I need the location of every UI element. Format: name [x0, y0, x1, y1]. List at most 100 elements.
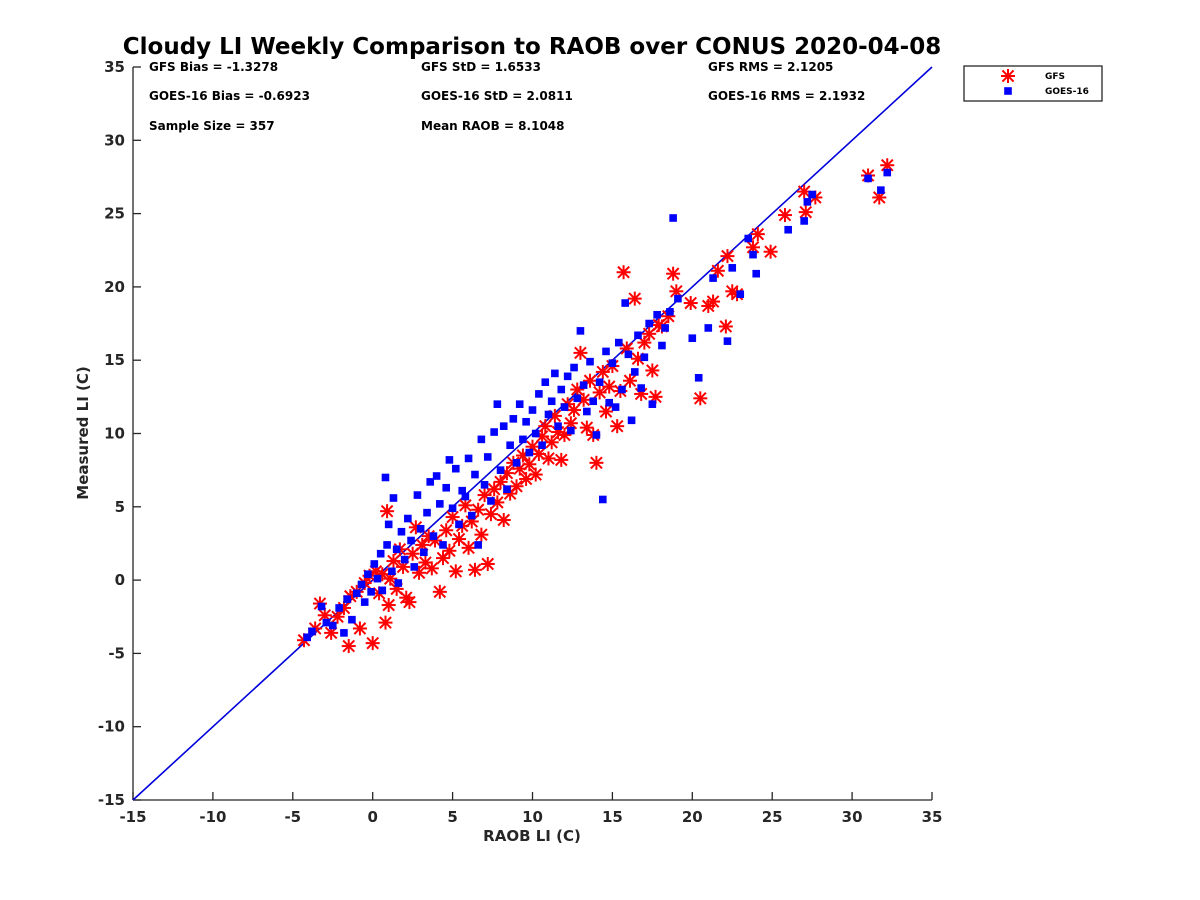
goes16-point — [328, 621, 337, 630]
goes16-point — [547, 397, 556, 406]
gfs-point — [706, 294, 721, 309]
goes16-point — [736, 290, 745, 299]
goes16-point — [877, 186, 885, 194]
stat-gfs-std: GFS StD = 1.6533 — [421, 60, 541, 74]
gfs-point — [589, 455, 604, 470]
goes16-point — [567, 426, 575, 435]
goes16-point — [439, 541, 447, 549]
goes16-point — [624, 350, 633, 359]
goes16-point — [480, 481, 489, 489]
goes16-point — [541, 378, 550, 386]
y-tick-label: 5 — [115, 498, 125, 516]
gfs-point — [496, 512, 511, 527]
x-tick-label: 10 — [522, 808, 543, 826]
gfs-point — [432, 584, 447, 599]
goes16-point — [800, 217, 808, 225]
goes16-point — [608, 359, 617, 367]
y-tick-label: 0 — [115, 571, 125, 589]
series-goes16 — [303, 168, 892, 642]
y-tick-label: -10 — [98, 718, 125, 736]
goes16-point — [448, 504, 457, 513]
goes16-point — [383, 541, 391, 549]
gfs-point — [480, 556, 495, 571]
goes16-point — [605, 398, 614, 407]
goes16-point — [661, 324, 669, 332]
goes16-point — [397, 527, 406, 536]
goes16-point — [392, 545, 401, 554]
goes16-point — [471, 470, 479, 479]
gfs-point — [627, 291, 642, 306]
goes16-point — [669, 214, 677, 222]
gfs-point — [602, 379, 617, 394]
goes16-point — [348, 615, 356, 624]
y-tick-label: 25 — [104, 205, 125, 223]
goes16-point — [803, 198, 812, 206]
goes16-point — [784, 225, 792, 234]
x-tick-label: 20 — [682, 808, 703, 826]
legend-box — [963, 65, 1103, 102]
goes16-point — [423, 508, 431, 517]
goes16-point — [400, 555, 409, 564]
gfs-point — [718, 319, 733, 334]
goes16-point — [407, 536, 415, 545]
goes16-point — [394, 579, 403, 587]
goes16-point — [599, 495, 607, 504]
goes16-point — [618, 385, 626, 394]
goes16-point — [322, 618, 331, 627]
goes16-point — [579, 381, 588, 389]
goes16-point — [426, 478, 435, 486]
legend-goes16-square — [1004, 87, 1012, 95]
gfs-point — [763, 244, 778, 259]
gfs-point — [541, 451, 556, 466]
x-tick-label: 0 — [367, 808, 377, 826]
goes16-point — [637, 384, 645, 392]
gfs-point — [567, 403, 582, 418]
goes16-point — [621, 299, 629, 307]
gfs-point — [408, 520, 423, 535]
gfs-point — [693, 391, 708, 406]
goes16-point — [531, 429, 540, 438]
goes16-point — [378, 586, 387, 595]
gfs-point — [522, 457, 537, 472]
gfs-point — [483, 507, 498, 522]
goes16-point — [389, 494, 398, 502]
gfs-point — [381, 598, 396, 613]
goes16-point — [461, 492, 470, 501]
goes16-point — [688, 334, 697, 343]
gfs-point — [622, 373, 637, 388]
y-tick-label: 15 — [104, 351, 125, 369]
y-tick-label: -5 — [108, 644, 125, 662]
y-tick-label: 35 — [104, 58, 125, 76]
goes16-point — [614, 338, 623, 347]
goes16-point — [634, 331, 642, 340]
goes16-point — [308, 627, 316, 636]
x-tick-label: 5 — [447, 808, 457, 826]
gfs-point — [573, 345, 588, 360]
goes16-point — [728, 264, 737, 272]
goes16-point — [364, 570, 372, 579]
gfs-point — [547, 408, 562, 423]
gfs-point — [599, 404, 614, 419]
gfs-point — [528, 467, 543, 482]
gfs-point — [750, 227, 765, 242]
goes16-point — [352, 589, 361, 598]
goes16-point — [388, 567, 396, 576]
x-tick-label: 15 — [602, 808, 623, 826]
goes16-point — [883, 168, 892, 177]
x-tick-label: -5 — [284, 808, 301, 826]
gfs-point — [471, 502, 486, 517]
stat-goes-bias: GOES-16 Bias = -0.6923 — [149, 89, 310, 103]
goes16-point — [658, 341, 666, 350]
goes16-point — [357, 580, 366, 589]
goes16-point — [749, 250, 757, 259]
gfs-point — [474, 527, 489, 542]
y-axis-label: Measured LI (C) — [74, 366, 92, 499]
goes16-point — [451, 464, 460, 473]
goes16-point — [573, 394, 582, 403]
gfs-point — [461, 540, 476, 555]
goes16-point — [528, 406, 537, 414]
goes16-point — [586, 357, 594, 366]
y-tick-label: 30 — [104, 131, 125, 149]
goes16-point — [442, 483, 451, 492]
